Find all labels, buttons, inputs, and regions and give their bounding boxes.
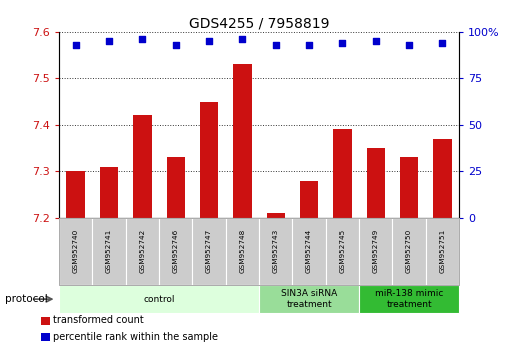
Text: GSM952751: GSM952751 [440, 229, 445, 273]
Text: protocol: protocol [5, 294, 48, 304]
Text: GSM952747: GSM952747 [206, 229, 212, 273]
Point [271, 42, 280, 48]
Bar [100, 167, 118, 218]
Text: miR-138 mimic
treatment: miR-138 mimic treatment [375, 290, 443, 309]
Bar [233, 64, 251, 218]
Bar [167, 157, 185, 218]
Bar [400, 157, 418, 218]
Point [105, 38, 113, 44]
Text: GSM952748: GSM952748 [240, 229, 245, 273]
Text: control: control [143, 295, 175, 304]
Text: GSM952740: GSM952740 [73, 229, 78, 273]
Point [405, 42, 413, 48]
Text: GSM952742: GSM952742 [140, 229, 145, 273]
Point [138, 36, 146, 42]
Text: SIN3A siRNA
treatment: SIN3A siRNA treatment [281, 290, 337, 309]
Bar [67, 171, 85, 218]
Text: transformed count: transformed count [53, 315, 144, 325]
Bar [267, 213, 285, 218]
Bar [200, 102, 218, 218]
Point [338, 40, 346, 46]
Bar [300, 181, 318, 218]
Point [205, 38, 213, 44]
Point [371, 38, 380, 44]
Point [305, 42, 313, 48]
Text: GSM952744: GSM952744 [306, 229, 312, 273]
Text: GSM952749: GSM952749 [373, 229, 379, 273]
Text: GSM952746: GSM952746 [173, 229, 179, 273]
Bar [333, 130, 351, 218]
Point [438, 40, 446, 46]
Point [238, 36, 246, 42]
Bar [433, 139, 451, 218]
Point [171, 42, 180, 48]
Bar [367, 148, 385, 218]
Title: GDS4255 / 7958819: GDS4255 / 7958819 [189, 17, 329, 31]
Text: GSM952743: GSM952743 [273, 229, 279, 273]
Text: GSM952741: GSM952741 [106, 229, 112, 273]
Bar [133, 115, 151, 218]
Point [71, 42, 80, 48]
Text: percentile rank within the sample: percentile rank within the sample [53, 332, 218, 342]
Text: GSM952750: GSM952750 [406, 229, 412, 273]
Text: GSM952745: GSM952745 [340, 229, 345, 273]
